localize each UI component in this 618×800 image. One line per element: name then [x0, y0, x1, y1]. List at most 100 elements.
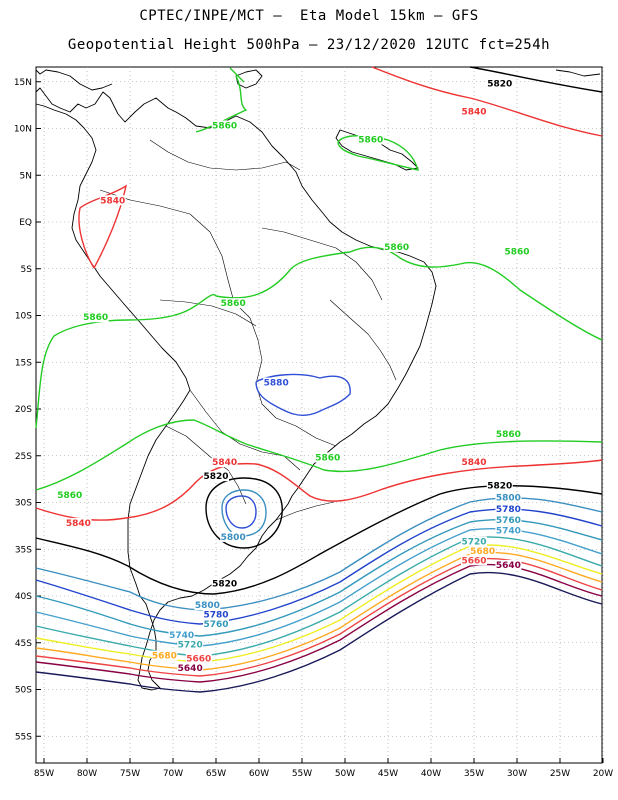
contour-label: 5880 — [264, 379, 289, 389]
contour-label-bg — [383, 242, 410, 253]
contour-label-bg — [82, 312, 109, 323]
contour-label: 5860 — [496, 430, 521, 440]
contour-label: 5840 — [461, 107, 486, 117]
contour-label-bg — [461, 457, 487, 468]
contour-label-bg — [194, 600, 221, 611]
lat-tick-label: 35S — [15, 545, 32, 555]
contour-5880-low — [225, 495, 257, 529]
contour-label: 5860 — [315, 453, 340, 463]
contour-label-bg — [495, 503, 522, 514]
contour-5640 — [35, 564, 603, 683]
lon-tick-label: 45W — [378, 769, 398, 779]
lon-tick-label: 25W — [550, 769, 570, 779]
contour-label: 5860 — [384, 243, 409, 253]
contour-label: 5860 — [504, 248, 529, 258]
lat-tick-label: 15N — [14, 78, 32, 88]
contour-label-bg — [65, 517, 92, 528]
contour-label: 5800 — [195, 601, 220, 611]
contour-5780 — [35, 508, 603, 625]
contour-label-bg — [461, 555, 487, 566]
contour-label-bg — [203, 471, 229, 482]
contour-label: 5660 — [461, 556, 486, 566]
contour-label: 5820 — [203, 472, 228, 482]
contour-label: 5760 — [496, 516, 521, 526]
contour-label-bg — [486, 480, 513, 491]
contour-5860-band — [35, 419, 603, 491]
contour-5740 — [35, 528, 603, 647]
lat-tick-label: 25S — [15, 452, 32, 462]
lat-tick-label: 15S — [15, 358, 32, 368]
lon-tick-label: 40W — [421, 769, 441, 779]
contour-label-bg — [220, 298, 247, 309]
lon-tick-label: 20W — [593, 769, 613, 779]
contour-label-bg — [495, 559, 522, 570]
plot-frame — [35, 66, 603, 764]
lon-tick-label: 85W — [34, 769, 54, 779]
contour-label-bg — [56, 489, 83, 500]
contour-label: 5660 — [186, 654, 211, 664]
coastline — [35, 69, 601, 691]
contour-label: 5640 — [496, 561, 521, 571]
lat-tick-label: 10N — [14, 125, 32, 135]
contour-label-bg — [469, 545, 496, 556]
contour-label-bg — [177, 662, 204, 673]
contour-5880-brazil — [255, 373, 351, 416]
lat-tick-label: 55S — [15, 732, 32, 742]
contour-label: 5860 — [221, 299, 246, 309]
lat-tick-label: 5S — [21, 265, 33, 275]
contour-label: 5800 — [496, 494, 521, 504]
contour-label-bg — [220, 531, 247, 542]
contour-label-bg — [263, 377, 290, 388]
lon-tick-label: 75W — [120, 769, 140, 779]
contour-5700 — [35, 544, 603, 663]
contour-5720 — [35, 536, 603, 657]
contour-label: 5780 — [496, 505, 521, 515]
contour-label-bg — [495, 525, 522, 536]
contour-label-bg — [185, 653, 212, 664]
contour-label-bg — [461, 536, 487, 547]
contour-label: 5820 — [212, 580, 237, 590]
contour-label: 5720 — [178, 640, 203, 650]
axis-ticks: 15N 10N 5N EQ 5S 10S 15S 20S 25S 30S 35S 40S 45S 50S 5… — [14, 78, 613, 779]
contour-5820-low — [205, 477, 283, 549]
contour-label: 5760 — [203, 620, 228, 630]
contour-label: 5860 — [212, 122, 237, 132]
contour-label: 5860 — [83, 313, 108, 323]
lon-tick-label: 50W — [335, 769, 355, 779]
contour-label-bg — [357, 134, 384, 145]
lon-tick-label: 60W — [249, 769, 269, 779]
contour-5860-south — [35, 246, 603, 429]
contour-label: 5640 — [178, 664, 203, 674]
contour-label: 5780 — [203, 611, 228, 621]
contour-label-bg — [168, 630, 195, 641]
contour-label-bg — [461, 106, 487, 117]
contour-label-bg — [314, 452, 341, 463]
lon-tick-label: 55W — [292, 769, 312, 779]
lat-tick-label: EQ — [19, 218, 32, 228]
title-line-2: Geopotential Height 500hPa – 23/12/2020 … — [67, 37, 551, 53]
contour-label-bg — [495, 515, 522, 526]
contour-label: 5740 — [496, 526, 521, 536]
contour-label: 5680 — [470, 547, 495, 557]
contour-5760 — [35, 519, 603, 637]
title-line-1: CPTEC/INPE/MCT – Eta Model 15km – GFS — [139, 8, 479, 24]
contour-label: 5800 — [221, 533, 246, 543]
lon-tick-label: 35W — [464, 769, 484, 779]
contour-label: 5840 — [212, 458, 237, 468]
contour-label-bg — [211, 120, 238, 131]
contour-5820-north — [469, 66, 603, 93]
contour-5860-caribbean — [195, 67, 248, 133]
lon-tick-label: 65W — [206, 769, 226, 779]
lon-tick-label: 70W — [163, 769, 183, 779]
lon-tick-label: 80W — [77, 769, 97, 779]
contour-5660 — [35, 557, 603, 677]
contour-label: 5820 — [487, 79, 512, 89]
contour-5840-subtropical — [35, 459, 603, 521]
contour-label-bg — [495, 429, 522, 440]
contour-label-bg — [151, 650, 178, 661]
contour-label: 5680 — [152, 652, 177, 662]
contour-label: 5840 — [66, 519, 91, 529]
contour-label-bg — [203, 609, 229, 620]
lat-tick-label: 40S — [15, 592, 32, 602]
